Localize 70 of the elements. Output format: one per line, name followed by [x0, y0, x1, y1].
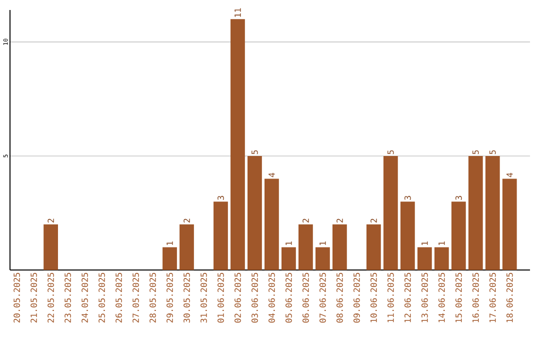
- x-tick-label: 23.05.2025: [64, 272, 71, 323]
- x-tick-label: 31.05.2025: [200, 272, 207, 323]
- x-tick-label: 22.05.2025: [48, 272, 54, 323]
- x-tick-label: 30.05.2025: [184, 272, 190, 323]
- bar: [230, 19, 245, 270]
- x-tick-label: 26.05.2025: [116, 272, 122, 323]
- x-tick-label: 08.06.2025: [336, 272, 343, 323]
- data-label: 4: [506, 172, 513, 178]
- x-tick-label: 15.06.2025: [455, 272, 462, 322]
- bar: [451, 202, 466, 270]
- x-tick-label: 21.05.2025: [30, 272, 37, 323]
- data-label: 2: [336, 218, 343, 223]
- data-label: 5: [252, 150, 258, 154]
- x-tick-label: 04.06.2025: [268, 272, 275, 323]
- bar: [298, 224, 313, 270]
- data-label: 3: [404, 196, 411, 200]
- x-tick-label: 07.06.2025: [319, 272, 326, 323]
- x-tick-label: 05.06.2025: [286, 272, 292, 323]
- x-tick-label: 12.06.2025: [404, 272, 411, 322]
- data-label: 11: [234, 8, 241, 17]
- bar: [366, 224, 381, 270]
- x-tick-label: 25.05.2025: [98, 272, 105, 323]
- bar: [400, 202, 415, 270]
- data-label: 1: [438, 241, 445, 245]
- bar: [162, 247, 177, 270]
- bar: [214, 202, 228, 270]
- x-tick-label: 01.06.2025: [218, 272, 224, 323]
- bar: [383, 156, 398, 270]
- data-label: 5: [489, 150, 496, 154]
- data-label: 1: [286, 241, 292, 245]
- x-tick-label: 13.06.2025: [421, 272, 428, 322]
- bar: [281, 247, 296, 270]
- bar: [502, 178, 517, 270]
- bar: [417, 247, 432, 270]
- data-label: 1: [320, 241, 326, 245]
- data-label: 2: [302, 218, 309, 223]
- x-tick-label: 24.05.2025: [82, 272, 88, 323]
- x-tick-label: 10.06.2025: [370, 272, 377, 322]
- bar: [332, 224, 347, 270]
- data-label: 2: [370, 218, 377, 223]
- bar: [248, 156, 262, 270]
- data-label: 4: [268, 172, 275, 178]
- bar: [44, 224, 58, 270]
- bar: [434, 247, 449, 270]
- x-tick-label: 18.06.2025: [506, 272, 513, 322]
- data-label: 1: [422, 241, 428, 245]
- bar: [485, 156, 500, 270]
- x-tick-label: 27.05.2025: [132, 272, 139, 323]
- x-tick-label: 29.05.2025: [166, 272, 173, 323]
- x-tick-label: 17.06.2025: [489, 272, 496, 322]
- data-label: 3: [218, 196, 224, 200]
- data-label: 5: [388, 150, 394, 154]
- data-label: 2: [184, 218, 190, 223]
- bar: [180, 224, 194, 270]
- bar: [468, 156, 483, 270]
- data-label: 5: [472, 150, 479, 154]
- data-label: 1: [166, 241, 173, 245]
- x-tick-label: 16.06.2025: [472, 272, 479, 322]
- x-tick-label: 09.06.2025: [353, 272, 360, 323]
- x-tick-label: 03.06.2025: [252, 272, 258, 323]
- x-tick-label: 28.05.2025: [150, 272, 156, 323]
- data-label: 3: [455, 196, 462, 200]
- data-label: 2: [48, 218, 54, 223]
- bar: [264, 178, 279, 270]
- bar: [315, 247, 330, 270]
- x-tick-label: 06.06.2025: [302, 272, 309, 323]
- x-tick-label: 14.06.2025: [438, 272, 445, 322]
- x-tick-label: 02.06.2025: [234, 272, 241, 323]
- x-tick-label: 11.06.2025: [387, 272, 394, 322]
- x-tick-label: 20.05.2025: [14, 272, 20, 323]
